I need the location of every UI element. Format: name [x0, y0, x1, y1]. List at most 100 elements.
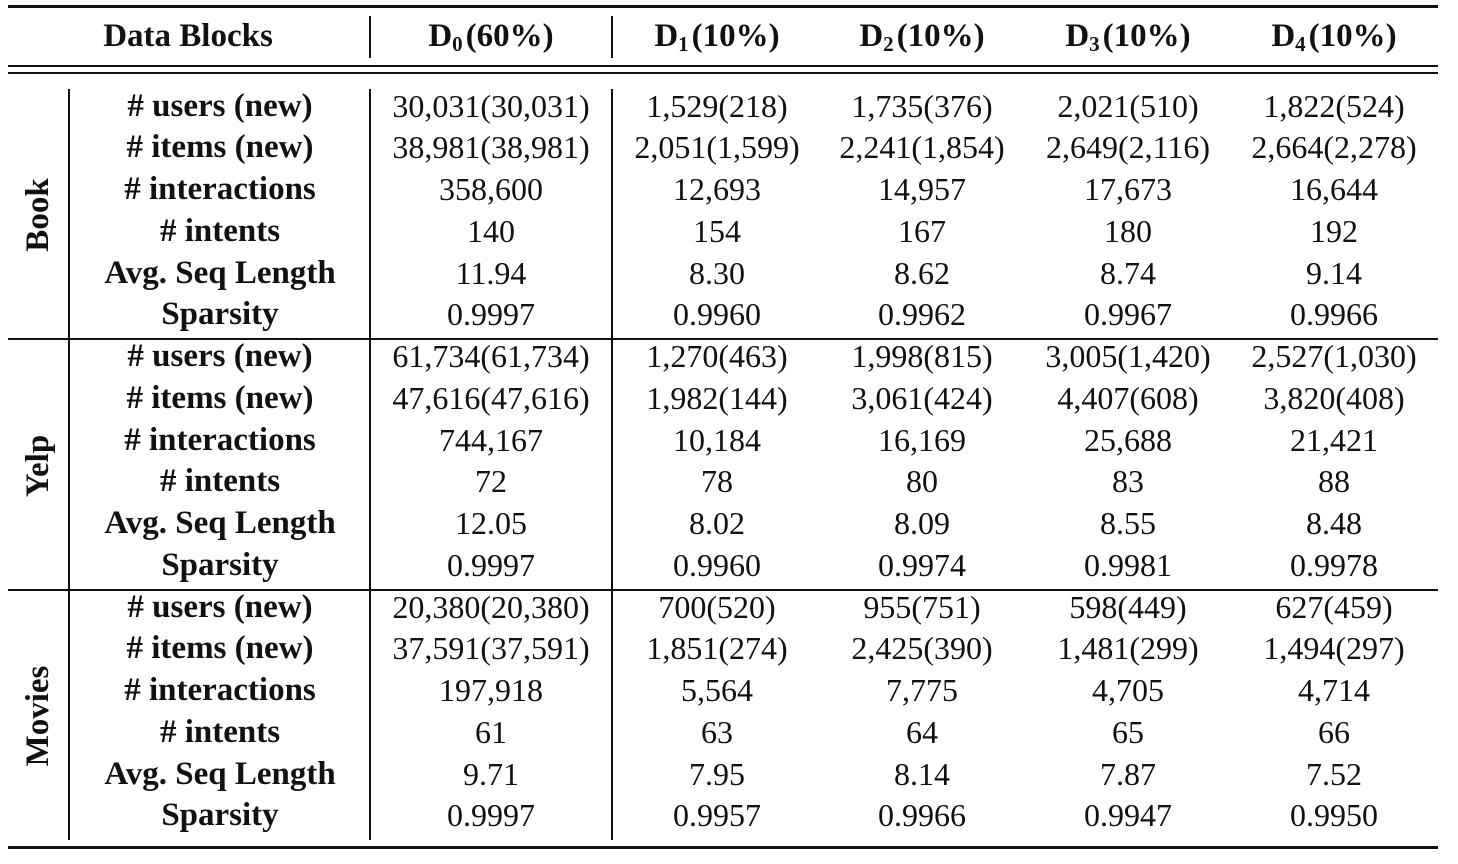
row-label: # items (new): [126, 630, 314, 667]
table-cell: 83: [1112, 463, 1144, 500]
header-block-d2: D 2 (10%): [824, 16, 1020, 56]
table-cell: 8.48: [1306, 505, 1362, 541]
table-cell: 1,481(299): [1057, 630, 1199, 667]
table-cell: 0.9981: [1084, 546, 1172, 583]
table-cell: 140: [467, 212, 515, 249]
table-cell: 167: [898, 212, 946, 249]
table-cell: 21,421: [1290, 421, 1378, 458]
header-block-subscript: 3: [1089, 31, 1100, 56]
bottom-rule: [8, 846, 1438, 849]
group-divider-rule: [8, 589, 1438, 591]
table-cell: 8.74: [1100, 254, 1156, 291]
header-block-symbol: D: [428, 17, 453, 54]
group-label-movies: Movies: [19, 665, 56, 767]
table-cell: 3,820(408): [1263, 379, 1405, 416]
table-cell: 3,061(424): [851, 379, 993, 416]
table-cell: 0.9967: [1084, 296, 1172, 333]
header-double-rule-upper: [8, 65, 1438, 67]
header-block-d3: D 3 (10%): [1030, 16, 1226, 56]
table-cell: 16,169: [878, 421, 966, 458]
table-cell: 0.9957: [673, 797, 761, 834]
table-cell: 1,494(297): [1263, 630, 1405, 667]
table-cell: 0.9997: [447, 296, 535, 333]
table-cell: 192: [1310, 212, 1358, 249]
table-cell: 37,591(37,591): [392, 630, 590, 667]
table-cell: 0.9966: [878, 797, 966, 834]
header-block-symbol: D: [654, 17, 679, 54]
table-cell: 0.9974: [878, 546, 966, 583]
row-label: # users (new): [127, 588, 313, 625]
table-cell: 30,031(30,031): [392, 87, 590, 124]
table-cell: 0.9962: [878, 296, 966, 333]
row-label: Avg. Seq Length: [104, 755, 336, 792]
table-cell: 4,705: [1092, 672, 1164, 708]
header-block-subscript: 0: [452, 31, 463, 56]
table-cell: 1,851(274): [646, 630, 788, 667]
row-label: # items (new): [126, 379, 314, 416]
header-block-symbol: D: [1271, 17, 1296, 54]
table-cell: 7,775: [886, 672, 958, 708]
row-label: # items (new): [126, 129, 314, 166]
table-cell: 38,981(38,981): [392, 129, 590, 166]
row-label: Sparsity: [161, 797, 279, 834]
table-cell: 7.87: [1100, 755, 1156, 792]
table-cell: 0.9950: [1290, 797, 1378, 834]
group-label-book: Book: [19, 178, 56, 252]
table-cell: 10,184: [673, 421, 761, 458]
row-label: # intents: [159, 212, 281, 249]
table-cell: 20,380(20,380): [392, 588, 590, 625]
table-cell: 17,673: [1084, 171, 1172, 207]
table-cell: 744,167: [439, 421, 543, 458]
row-label: Sparsity: [161, 296, 279, 333]
table-cell: 0.9960: [673, 546, 761, 583]
table-cell: 0.9978: [1290, 546, 1378, 583]
header-block-d0: D 0 (60%): [373, 16, 609, 56]
header-block-subscript: 2: [883, 31, 894, 56]
table-cell: 8.62: [894, 254, 950, 291]
table-cell: 180: [1104, 212, 1152, 249]
row-label: # interactions: [124, 171, 316, 207]
header-data-blocks: Data Blocks: [103, 17, 273, 54]
table-cell: 1,735(376): [851, 87, 993, 124]
row-label: # interactions: [124, 672, 316, 708]
table-cell: 61: [475, 713, 507, 750]
table-cell: 8.30: [689, 254, 745, 291]
header-block-percent: (60%): [465, 17, 554, 54]
table-cell: 2,425(390): [851, 630, 993, 667]
table-cell: 5,564: [681, 672, 753, 708]
table-cell: 0.9966: [1290, 296, 1378, 333]
header-double-rule-lower: [8, 72, 1438, 74]
table-cell: 3,005(1,420): [1045, 338, 1211, 374]
table-cell: 7.95: [689, 755, 745, 792]
table-cell: 12,693: [673, 171, 761, 207]
table-cell: 11.94: [455, 254, 527, 291]
table-cell: 0.9947: [1084, 797, 1172, 834]
table-cell: 1,982(144): [646, 379, 788, 416]
header-block-subscript: 4: [1295, 31, 1306, 56]
row-label: # interactions: [124, 421, 316, 458]
group-divider-rule: [8, 338, 1438, 340]
table-cell: 1,822(524): [1263, 87, 1405, 124]
table-cell: 0.9997: [447, 797, 535, 834]
table-cell: 63: [701, 713, 733, 750]
table-cell: 154: [693, 212, 741, 249]
table-cell: 700(520): [658, 588, 776, 625]
body-vline-group: [68, 89, 70, 840]
row-label: # users (new): [127, 338, 313, 374]
table-cell: 88: [1318, 463, 1350, 500]
table-cell: 8.02: [689, 505, 745, 541]
table-cell: 2,241(1,854): [839, 129, 1005, 166]
table-cell: 8.14: [894, 755, 950, 792]
header-vline-label: [369, 16, 371, 58]
row-label: Sparsity: [161, 546, 279, 583]
table-cell: 1,998(815): [851, 338, 993, 374]
table-cell: 25,688: [1084, 421, 1172, 458]
table-cell: 197,918: [439, 672, 543, 708]
table-cell: 9.14: [1306, 254, 1362, 291]
table-cell: 61,734(61,734): [392, 338, 590, 374]
table-cell: 1,529(218): [646, 87, 788, 124]
row-label: # intents: [159, 463, 281, 500]
header-block-percent: (10%): [896, 17, 985, 54]
table-cell: 9.71: [463, 755, 519, 792]
row-label: # intents: [159, 713, 281, 750]
